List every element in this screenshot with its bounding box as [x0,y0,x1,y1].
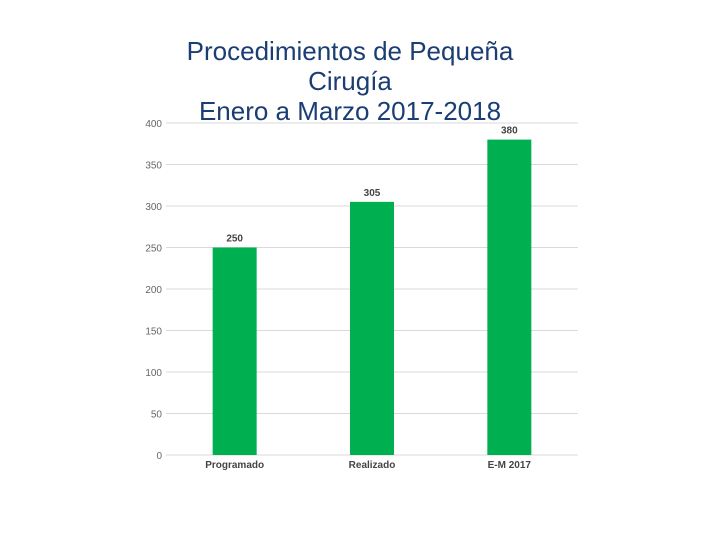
chart-title-line-2: Cirugía [308,66,392,96]
y-tick-label: 250 [145,244,162,255]
x-category-label: E-M 2017 [488,460,532,471]
data-label: 305 [364,188,381,199]
y-tick-label: 50 [151,410,163,421]
bar [487,139,532,455]
bar [212,247,257,455]
chart-title-line-3: Enero a Marzo 2017-2018 [198,96,502,126]
x-category-label: Realizado [349,460,396,471]
y-tick-label: 200 [145,285,162,296]
y-tick-label: 100 [145,368,162,379]
y-tick-label: 300 [145,202,162,213]
data-label: 250 [226,234,243,245]
bar [350,201,394,455]
y-tick-label: 0 [156,451,162,462]
y-tick-label: 150 [145,327,162,338]
chart-title-line-1: Procedimientos de Pequeña [186,36,514,66]
y-tick-label: 400 [145,119,162,130]
data-label: 380 [501,126,518,137]
y-tick-label: 350 [145,161,162,172]
chart-title: Procedimientos de Pequeña Cirugía Enero … [140,36,560,126]
x-category-label: Programado [205,460,264,471]
